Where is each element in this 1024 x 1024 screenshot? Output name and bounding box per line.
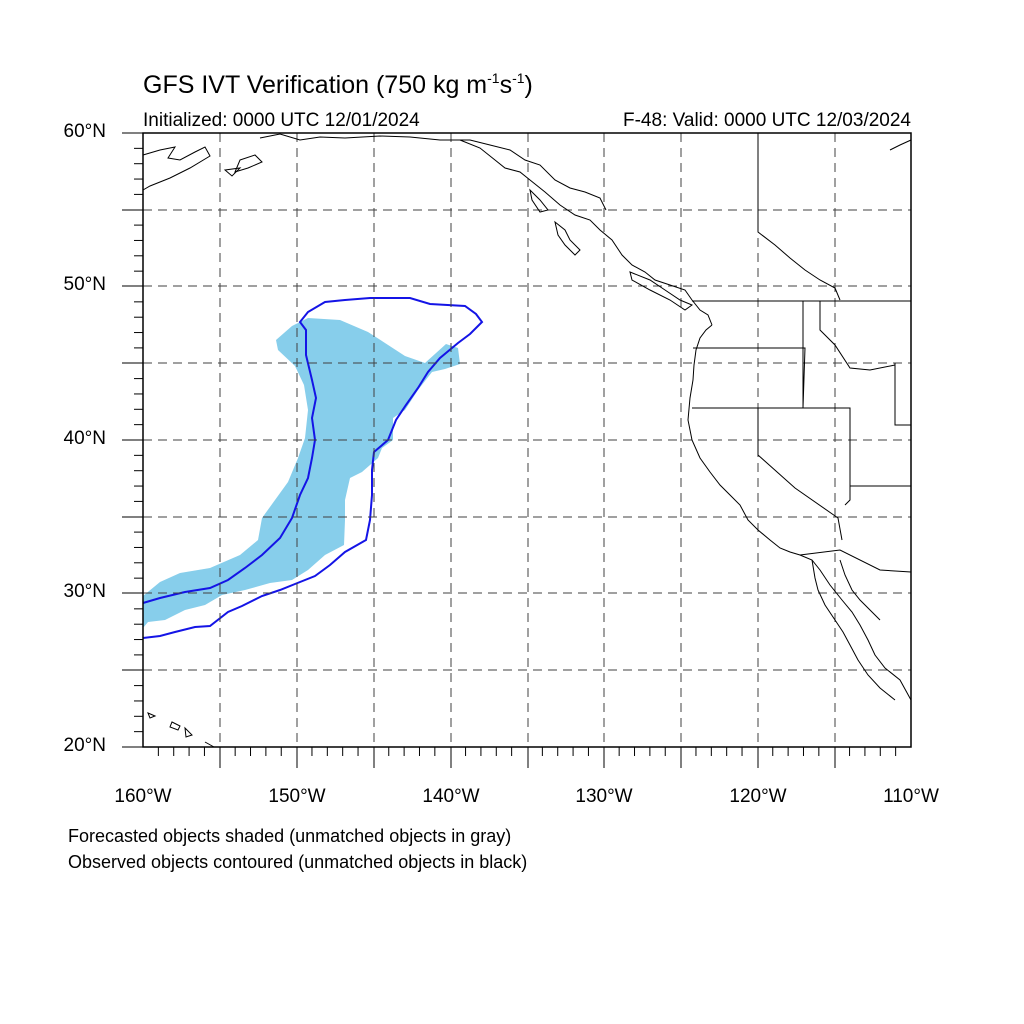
lat-label-60n: 60°N [63, 121, 106, 142]
lon-label-120w: 120°W [729, 786, 787, 807]
lon-label-160w: 160°W [114, 786, 172, 807]
initialized-time: Initialized: 0000 UTC 12/01/2024 [143, 110, 420, 131]
lat-label-40n: 40°N [63, 428, 106, 449]
forecast-note: Forecasted objects shaded (unmatched obj… [68, 826, 512, 846]
valid-time: F-48: Valid: 0000 UTC 12/03/2024 [623, 110, 911, 131]
lon-label-150w: 150°W [268, 786, 326, 807]
lat-label-30n: 30°N [63, 581, 106, 602]
lon-label-130w: 130°W [575, 786, 633, 807]
lon-label-110w: 110°W [883, 786, 939, 807]
axis-ticks [122, 132, 836, 768]
lon-label-140w: 140°W [422, 786, 480, 807]
observed-object-contour [142, 297, 484, 639]
observed-note: Observed objects contoured (unmatched ob… [68, 852, 528, 872]
axis-minor-ticks [134, 147, 897, 756]
map-gridlines [143, 133, 911, 747]
coastlines [142, 133, 912, 748]
political-borders [692, 133, 912, 573]
lat-label-20n: 20°N [63, 735, 106, 756]
lat-label-50n: 50°N [63, 274, 106, 295]
chart-title: GFS IVT Verification (750 kg m-1s-1) [143, 70, 533, 99]
forecast-object-shaded [143, 318, 460, 628]
